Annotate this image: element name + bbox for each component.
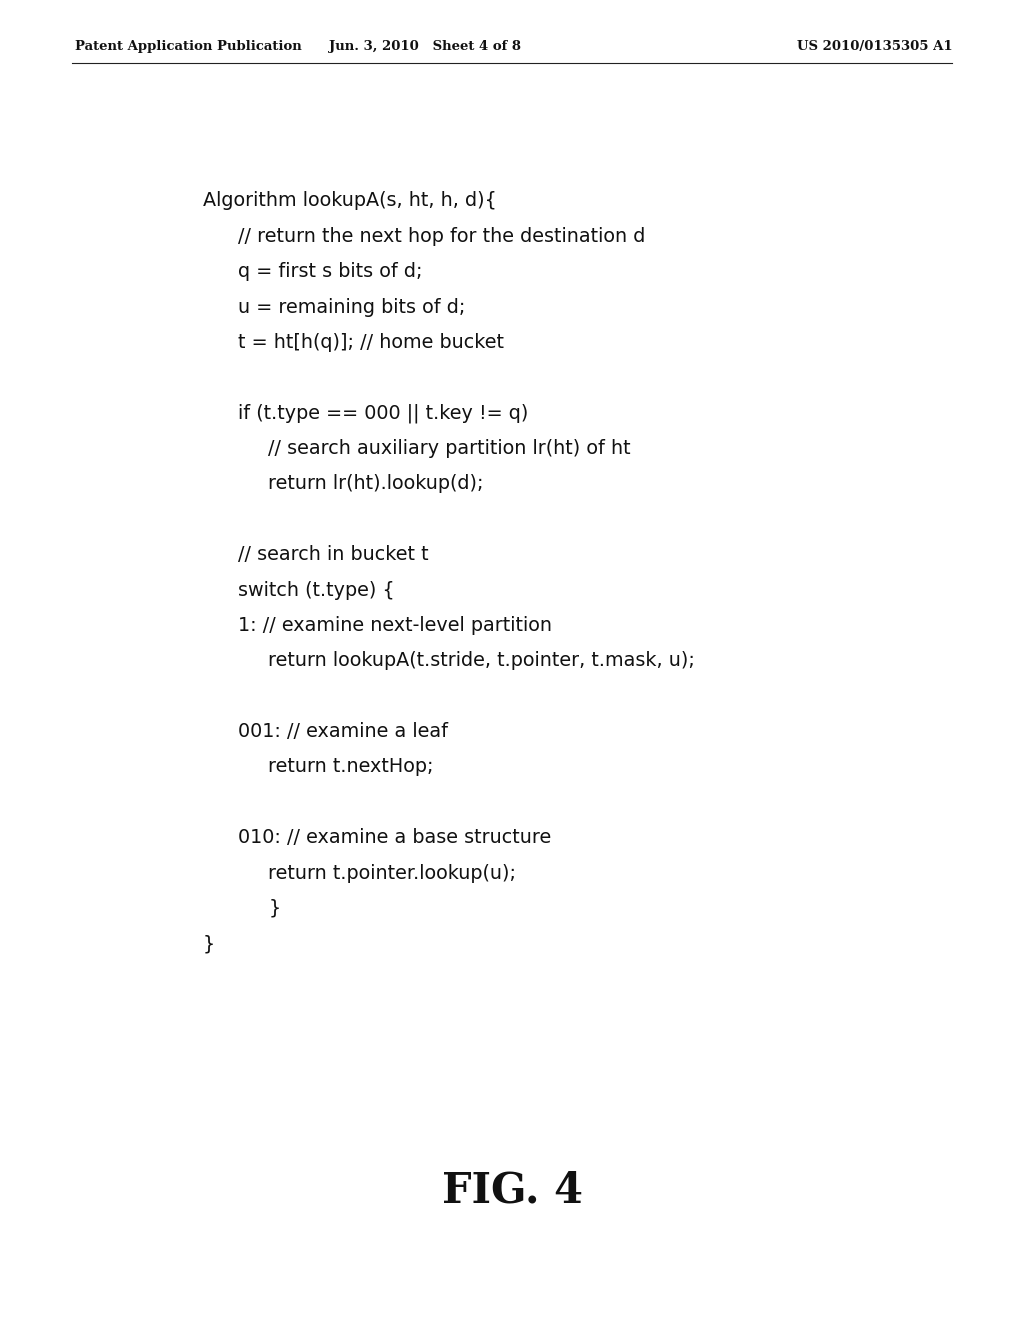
Text: switch (t.type) {: switch (t.type) { (238, 581, 394, 599)
Text: }: } (268, 899, 281, 917)
Text: 1: // examine next-level partition: 1: // examine next-level partition (238, 616, 552, 635)
Text: }: } (203, 935, 215, 953)
Text: t = ht[h(q)]; // home bucket: t = ht[h(q)]; // home bucket (238, 333, 504, 352)
Text: // search in bucket t: // search in bucket t (238, 545, 428, 564)
Text: FIG. 4: FIG. 4 (441, 1170, 583, 1212)
Text: u = remaining bits of d;: u = remaining bits of d; (238, 297, 465, 317)
Text: return lookupA(t.stride, t.pointer, t.mask, u);: return lookupA(t.stride, t.pointer, t.ma… (268, 651, 695, 671)
Text: US 2010/0135305 A1: US 2010/0135305 A1 (797, 40, 952, 53)
Text: // search auxiliary partition lr(ht) of ht: // search auxiliary partition lr(ht) of … (268, 440, 631, 458)
Text: Patent Application Publication: Patent Application Publication (75, 40, 301, 53)
Text: if (t.type == 000 || t.key != q): if (t.type == 000 || t.key != q) (238, 404, 528, 424)
Text: q = first s bits of d;: q = first s bits of d; (238, 263, 422, 281)
Text: 001: // examine a leaf: 001: // examine a leaf (238, 722, 447, 741)
Text: return t.pointer.lookup(u);: return t.pointer.lookup(u); (268, 863, 516, 883)
Text: Jun. 3, 2010   Sheet 4 of 8: Jun. 3, 2010 Sheet 4 of 8 (329, 40, 521, 53)
Text: 010: // examine a base structure: 010: // examine a base structure (238, 828, 551, 847)
Text: Algorithm lookupA(s, ht, h, d){: Algorithm lookupA(s, ht, h, d){ (203, 191, 497, 210)
Text: return t.nextHop;: return t.nextHop; (268, 758, 434, 776)
Text: // return the next hop for the destination d: // return the next hop for the destinati… (238, 227, 645, 246)
Text: return lr(ht).lookup(d);: return lr(ht).lookup(d); (268, 474, 483, 494)
